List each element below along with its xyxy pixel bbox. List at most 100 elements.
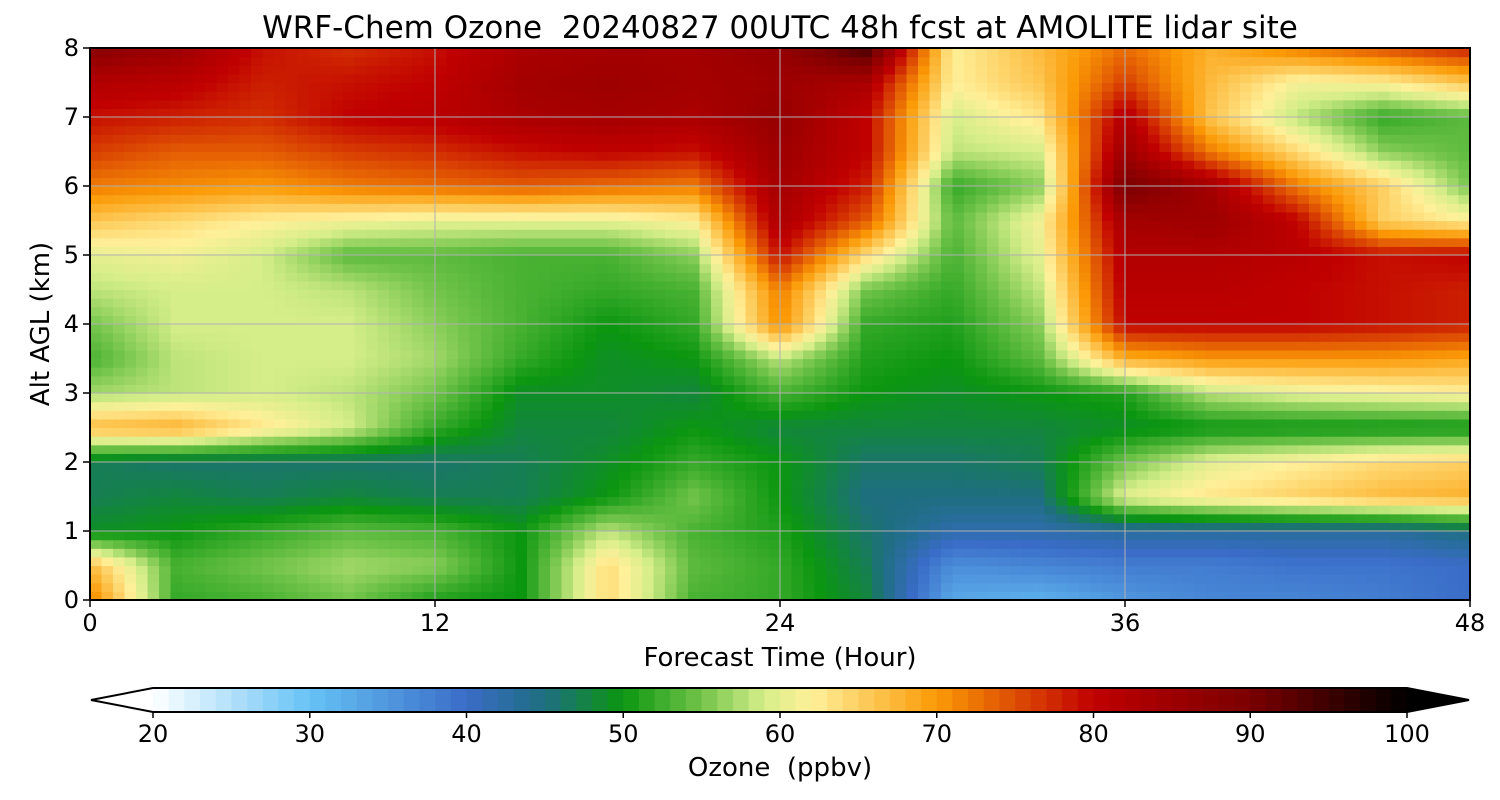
heatmap-cell: [366, 315, 379, 325]
heatmap-cell: [435, 505, 448, 515]
heatmap-cell: [1286, 565, 1299, 575]
heatmap-cell: [941, 255, 954, 265]
heatmap-cell: [1424, 255, 1437, 265]
heatmap-cell: [1090, 332, 1103, 342]
heatmap-cell: [929, 315, 942, 325]
heatmap-cell: [1102, 393, 1115, 403]
heatmap-cell: [688, 358, 701, 368]
heatmap-cell: [757, 565, 770, 575]
heatmap-cell: [906, 513, 919, 523]
heatmap-cell: [492, 479, 505, 489]
heatmap-cell: [711, 298, 724, 308]
heatmap-cell: [481, 513, 494, 523]
heatmap-cell: [791, 565, 804, 575]
heatmap-cell: [147, 591, 160, 600]
heatmap-cell: [113, 272, 126, 282]
heatmap-cell: [906, 375, 919, 385]
heatmap-cell: [699, 401, 712, 411]
heatmap-cell: [205, 358, 218, 368]
heatmap-cell: [228, 393, 241, 403]
heatmap-cell: [676, 401, 689, 411]
heatmap-cell: [412, 367, 425, 377]
heatmap-cell: [527, 410, 540, 420]
heatmap-cell: [1228, 384, 1241, 394]
heatmap-cell: [734, 582, 747, 592]
heatmap-cell: [584, 522, 597, 532]
heatmap-cell: [504, 479, 517, 489]
heatmap-cell: [113, 255, 126, 265]
heatmap-cell: [205, 306, 218, 316]
heatmap-cell: [987, 582, 1000, 592]
heatmap-cell: [274, 384, 287, 394]
heatmap-cell: [1274, 315, 1287, 325]
heatmap-cell: [262, 384, 275, 394]
heatmap-cell: [239, 582, 252, 592]
heatmap-cell: [331, 539, 344, 549]
heatmap-cell: [400, 444, 413, 454]
heatmap-cell: [1274, 496, 1287, 506]
heatmap-cell: [1378, 375, 1391, 385]
heatmap-cell: [1424, 246, 1437, 256]
heatmap-cell: [1355, 556, 1368, 567]
heatmap-cell: [665, 462, 678, 472]
heatmap-cell: [193, 522, 206, 532]
heatmap-cell: [872, 375, 885, 385]
heatmap-cell: [1320, 444, 1333, 454]
heatmap-cell: [343, 324, 356, 334]
heatmap-cell: [274, 427, 287, 437]
heatmap-cell: [1056, 410, 1069, 420]
heatmap-cell: [435, 591, 448, 600]
heatmap-cell: [734, 263, 747, 273]
heatmap-cell: [1171, 315, 1184, 325]
heatmap-cell: [400, 401, 413, 411]
heatmap-cell: [354, 280, 367, 291]
heatmap-cell: [251, 410, 264, 420]
heatmap-cell: [492, 255, 505, 265]
heatmap-cell: [1194, 289, 1207, 299]
heatmap-cell: [665, 444, 678, 454]
heatmap-cell: [1125, 427, 1138, 437]
heatmap-cell: [504, 548, 517, 558]
heatmap-cell: [182, 548, 195, 558]
heatmap-cell: [998, 298, 1011, 308]
heatmap-cell: [1205, 444, 1218, 454]
heatmap-cell: [320, 539, 333, 549]
heatmap-cell: [1389, 548, 1402, 558]
heatmap-cell: [895, 332, 908, 342]
heatmap-cell: [90, 315, 103, 325]
heatmap-cell: [1435, 470, 1448, 480]
heatmap-cell: [757, 332, 770, 342]
heatmap-cell: [872, 315, 885, 325]
heatmap-cell: [803, 246, 816, 256]
heatmap-cell: [872, 444, 885, 454]
heatmap-cell: [239, 349, 252, 360]
heatmap-cell: [1171, 272, 1184, 282]
heatmap-cell: [515, 280, 528, 291]
heatmap-cell: [688, 453, 701, 463]
heatmap-cell: [285, 358, 298, 368]
heatmap-cell: [1056, 315, 1069, 325]
heatmap-cell: [688, 332, 701, 342]
heatmap-cell: [1309, 393, 1322, 403]
heatmap-cell: [1182, 418, 1195, 429]
heatmap-cell: [1067, 280, 1080, 291]
heatmap-cell: [1332, 436, 1345, 446]
heatmap-cell: [964, 453, 977, 463]
heatmap-cell: [895, 289, 908, 299]
heatmap-cell: [1240, 565, 1253, 575]
heatmap-cell: [147, 280, 160, 291]
heatmap-cell: [308, 539, 321, 549]
heatmap-cell: [1021, 332, 1034, 342]
heatmap-cell: [113, 263, 126, 273]
heatmap-cell: [515, 393, 528, 403]
heatmap-cell: [1044, 556, 1057, 567]
heatmap-cell: [952, 280, 965, 291]
heatmap-cell: [803, 306, 816, 316]
heatmap-cell: [1378, 479, 1391, 489]
heatmap-cell: [481, 401, 494, 411]
heatmap-cell: [1067, 522, 1080, 532]
heatmap-cell: [527, 470, 540, 480]
heatmap-cell: [1343, 531, 1356, 541]
heatmap-cell: [906, 505, 919, 515]
heatmap-cell: [619, 393, 632, 403]
